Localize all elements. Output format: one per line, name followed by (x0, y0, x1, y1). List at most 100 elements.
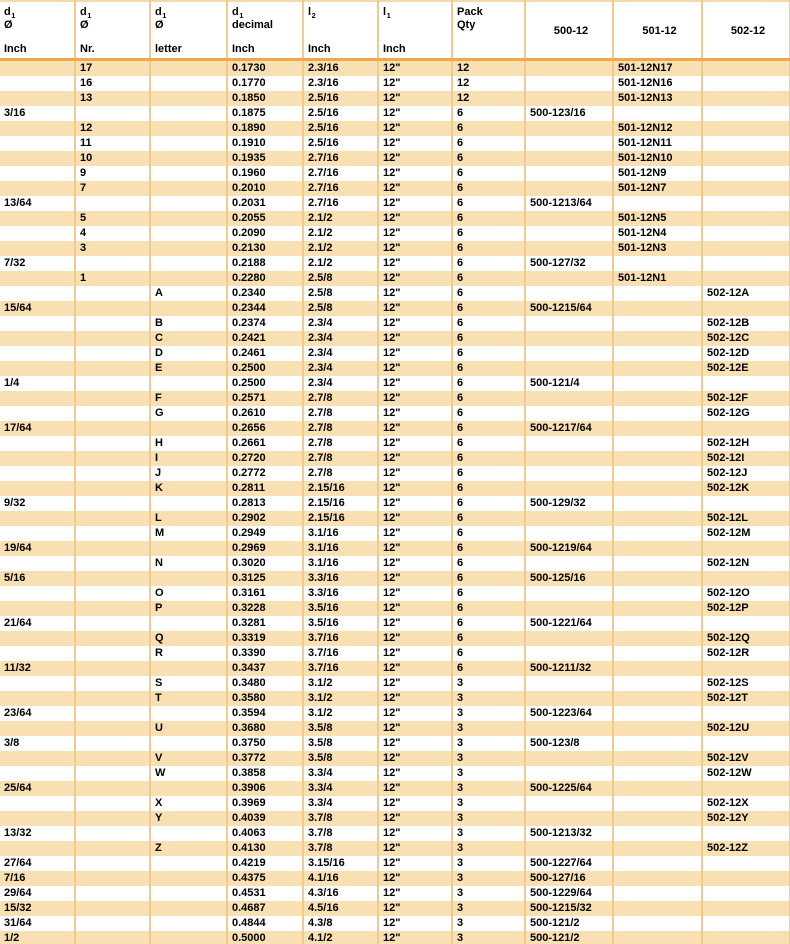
table-row: 3/16 0.1875 2.5/16 12" 6 500-123/16 (0, 106, 790, 121)
cell-d1-nr (75, 196, 151, 211)
cell-d1-inch (0, 526, 76, 541)
cell-l1: 12" (378, 481, 453, 496)
cell-series-501-12: 501-12N13 (613, 91, 703, 106)
cell-series-500-12 (525, 436, 614, 451)
table-row: 7/16 0.4375 4.1/16 12" 3 500-127/16 (0, 871, 790, 886)
cell-l1: 12" (378, 601, 453, 616)
cell-series-500-12 (525, 631, 614, 646)
cell-series-500-12 (525, 151, 614, 166)
cell-series-501-12 (613, 646, 703, 661)
cell-l1: 12" (378, 556, 453, 571)
cell-series-501-12 (613, 706, 703, 721)
cell-pack-qty: 6 (452, 286, 526, 301)
cell-l1: 12" (378, 331, 453, 346)
cell-series-500-12 (525, 766, 614, 781)
cell-series-500-12 (525, 136, 614, 151)
cell-d1-letter: X (150, 796, 228, 811)
cell-d1-nr (75, 721, 151, 736)
cell-d1-decimal: 0.3594 (227, 706, 304, 721)
col-header-label: 501-12 (642, 24, 677, 37)
cell-pack-qty: 6 (452, 376, 526, 391)
cell-d1-letter (150, 196, 228, 211)
cell-d1-nr (75, 256, 151, 271)
cell-series-502-12: 502-12S (702, 676, 790, 691)
table-row: Y 0.4039 3.7/8 12" 3 502-12Y (0, 811, 790, 826)
cell-l1: 12" (378, 271, 453, 286)
cell-pack-qty: 6 (452, 121, 526, 136)
cell-series-500-12: 500-127/16 (525, 871, 614, 886)
cell-l1: 12" (378, 691, 453, 706)
cell-l2: 2.5/16 (303, 121, 379, 136)
cell-l1: 12" (378, 931, 453, 944)
table-row: 27/64 0.4219 3.15/16 12" 3 500-1227/64 (0, 856, 790, 871)
cell-series-502-12 (702, 181, 790, 196)
cell-series-502-12 (702, 781, 790, 796)
cell-d1-decimal: 0.4219 (227, 856, 304, 871)
cell-series-500-12 (525, 91, 614, 106)
cell-series-501-12 (613, 496, 703, 511)
cell-pack-qty: 6 (452, 556, 526, 571)
symbol-subscript: 1 (239, 11, 244, 20)
col-header-mid: Ø (80, 19, 89, 31)
cell-series-501-12: 501-12N17 (613, 59, 703, 76)
cell-series-500-12: 500-1221/64 (525, 616, 614, 631)
cell-series-501-12 (613, 931, 703, 944)
cell-l2: 3.5/16 (303, 601, 379, 616)
cell-d1-letter (150, 181, 228, 196)
table-row: 23/64 0.3594 3.1/2 12" 3 500-1223/64 (0, 706, 790, 721)
cell-pack-qty: 3 (452, 781, 526, 796)
table-row: X 0.3969 3.3/4 12" 3 502-12X (0, 796, 790, 811)
cell-l1: 12" (378, 811, 453, 826)
cell-d1-decimal: 0.1935 (227, 151, 304, 166)
cell-d1-nr (75, 391, 151, 406)
cell-series-501-12: 501-12N5 (613, 211, 703, 226)
col-header-unit: letter (155, 43, 182, 55)
cell-pack-qty: 6 (452, 196, 526, 211)
cell-series-502-12: 502-12Q (702, 631, 790, 646)
cell-l1: 12" (378, 181, 453, 196)
cell-d1-nr: 17 (75, 59, 151, 76)
cell-d1-decimal: 0.3125 (227, 571, 304, 586)
cell-pack-qty: 6 (452, 646, 526, 661)
cell-pack-qty: 6 (452, 436, 526, 451)
cell-d1-nr (75, 781, 151, 796)
cell-l1: 12" (378, 871, 453, 886)
col-header-unit: Inch (4, 43, 27, 55)
cell-series-500-12 (525, 166, 614, 181)
symbol-subscript: 1 (162, 11, 167, 20)
cell-pack-qty: 3 (452, 931, 526, 944)
table-row: Z 0.4130 3.7/8 12" 3 502-12Z (0, 841, 790, 856)
cell-d1-decimal: 0.2969 (227, 541, 304, 556)
cell-d1-letter (150, 59, 228, 76)
cell-d1-decimal: 0.2461 (227, 346, 304, 361)
table-row: 3 0.2130 2.1/2 12" 6 501-12N3 (0, 241, 790, 256)
cell-d1-letter: A (150, 286, 228, 301)
cell-l1: 12" (378, 211, 453, 226)
cell-series-502-12 (702, 706, 790, 721)
cell-l1: 12" (378, 106, 453, 121)
cell-pack-qty: 12 (452, 91, 526, 106)
cell-d1-letter (150, 76, 228, 91)
cell-l2: 2.7/8 (303, 466, 379, 481)
cell-d1-inch: 11/32 (0, 661, 76, 676)
cell-series-500-12 (525, 181, 614, 196)
cell-l1: 12" (378, 616, 453, 631)
cell-l2: 3.1/16 (303, 526, 379, 541)
table-row: 5/16 0.3125 3.3/16 12" 6 500-125/16 (0, 571, 790, 586)
table-row: 25/64 0.3906 3.3/4 12" 3 500-1225/64 (0, 781, 790, 796)
cell-d1-inch (0, 451, 76, 466)
table-row: 13/32 0.4063 3.7/8 12" 3 500-1213/32 (0, 826, 790, 841)
cell-series-501-12: 501-12N3 (613, 241, 703, 256)
cell-d1-letter (150, 91, 228, 106)
col-header-unit: Inch (383, 43, 406, 55)
cell-d1-letter: V (150, 751, 228, 766)
cell-d1-letter: L (150, 511, 228, 526)
col-header-mid (383, 19, 450, 32)
cell-d1-letter (150, 301, 228, 316)
cell-series-500-12 (525, 646, 614, 661)
cell-series-502-12 (702, 59, 790, 76)
col-header-symbol: l2 (308, 6, 376, 20)
col-header-d1-decimal: d1 decimal Inch (227, 0, 304, 61)
cell-series-502-12: 502-12E (702, 361, 790, 376)
col-header-series-501-12: 501-12 (613, 0, 703, 61)
